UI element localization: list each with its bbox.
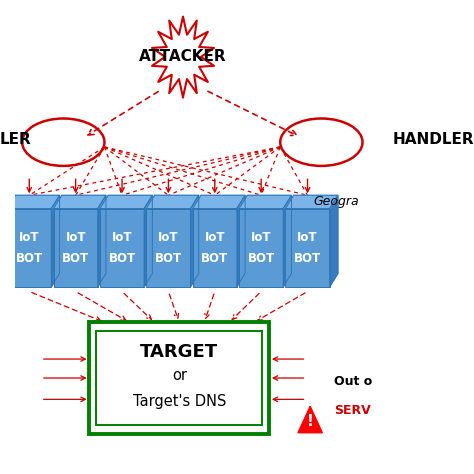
Text: BOT: BOT xyxy=(16,252,43,264)
Text: Geogra: Geogra xyxy=(314,195,359,208)
Text: IoT: IoT xyxy=(158,231,179,244)
Text: IoT: IoT xyxy=(65,231,86,244)
Text: ATTACKER: ATTACKER xyxy=(139,49,227,64)
Text: HANDLER: HANDLER xyxy=(392,132,474,147)
Polygon shape xyxy=(193,195,245,209)
Text: BOT: BOT xyxy=(109,252,136,264)
Polygon shape xyxy=(51,195,60,287)
Bar xyxy=(96,331,262,425)
Polygon shape xyxy=(237,195,245,287)
Text: BOT: BOT xyxy=(201,252,228,264)
Polygon shape xyxy=(146,195,199,209)
Polygon shape xyxy=(283,195,292,287)
Text: TARGET: TARGET xyxy=(140,343,219,361)
Bar xyxy=(285,209,329,287)
Polygon shape xyxy=(285,195,338,209)
Text: IoT: IoT xyxy=(297,231,318,244)
Text: SERV: SERV xyxy=(335,403,371,417)
Text: IoT: IoT xyxy=(19,231,39,244)
Polygon shape xyxy=(7,195,60,209)
Text: Target's DNS: Target's DNS xyxy=(133,394,226,409)
Polygon shape xyxy=(100,195,152,209)
Text: !: ! xyxy=(307,413,314,428)
Bar xyxy=(90,322,269,434)
Text: or: or xyxy=(172,368,187,383)
Bar xyxy=(7,209,51,287)
Text: LER: LER xyxy=(0,132,31,147)
Text: BOT: BOT xyxy=(62,252,89,264)
Bar xyxy=(54,209,98,287)
Text: Out o: Out o xyxy=(335,375,373,388)
Polygon shape xyxy=(98,195,106,287)
Polygon shape xyxy=(191,195,199,287)
Polygon shape xyxy=(239,195,292,209)
Text: BOT: BOT xyxy=(294,252,321,264)
Polygon shape xyxy=(54,195,106,209)
Bar xyxy=(146,209,191,287)
Bar xyxy=(100,209,144,287)
Bar xyxy=(193,209,237,287)
Text: BOT: BOT xyxy=(155,252,182,264)
Polygon shape xyxy=(329,195,338,287)
Text: IoT: IoT xyxy=(251,231,272,244)
Polygon shape xyxy=(298,406,322,433)
Text: IoT: IoT xyxy=(205,231,225,244)
Polygon shape xyxy=(144,195,152,287)
Bar xyxy=(239,209,283,287)
Text: BOT: BOT xyxy=(247,252,275,264)
Text: IoT: IoT xyxy=(112,231,132,244)
